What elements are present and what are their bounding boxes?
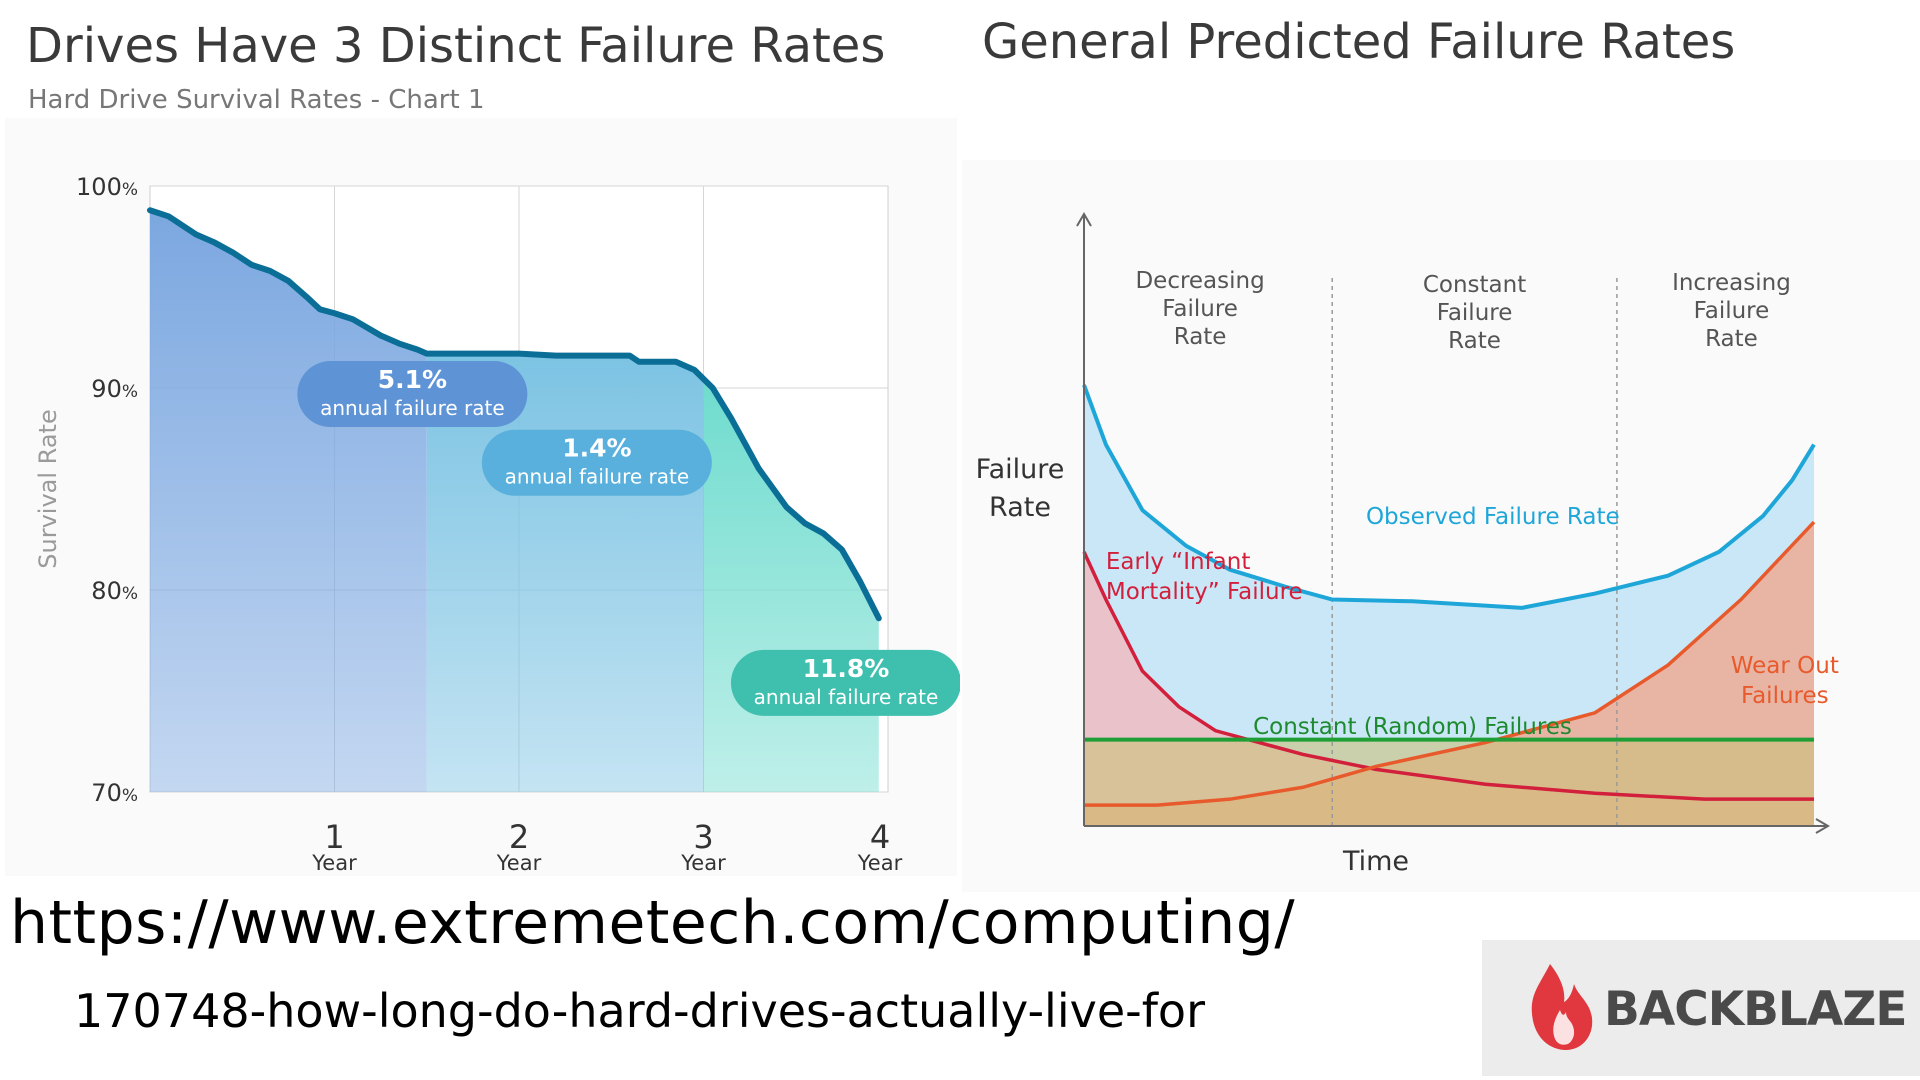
rate-badge-value: 5.1% (378, 365, 447, 394)
phase-label: Rate (1448, 328, 1501, 354)
flame-icon (1531, 964, 1593, 1050)
x-tick-unit: Year (496, 851, 542, 875)
x-tick-unit: Year (680, 851, 726, 875)
survival-region-1 (150, 210, 427, 793)
rate-badge-value: 11.8% (803, 654, 890, 683)
x-tick-number: 1 (324, 818, 344, 856)
infant-curve (1082, 551, 1814, 801)
observed-label: Observed Failure Rate (1366, 504, 1620, 530)
phase-label: Rate (1174, 324, 1227, 350)
phase-label: Failure (1437, 300, 1513, 326)
y-axis-arrow (1076, 212, 1092, 227)
wearout-label: Wear Out (1731, 653, 1839, 679)
x-tick-number: 2 (509, 818, 529, 856)
phase-label: Increasing (1672, 270, 1791, 296)
chart1-ylabel: Survival Rate (34, 409, 62, 568)
infant-label: Early “Infant (1106, 549, 1250, 575)
y-tick-label: 90% (91, 375, 138, 403)
chart2-title: General Predicted Failure Rates (982, 14, 1735, 70)
survival-rate-chart: Drives Have 3 Distinct Failure Rates Hard… (26, 18, 960, 875)
rate-badge-label: annual failure rate (320, 396, 505, 420)
failure-rate-diagram: General Predicted Failure Rates Decreasin… (976, 14, 1839, 877)
y-tick-label: 70% (91, 779, 138, 807)
x-tick-unit: Year (857, 851, 903, 875)
chart1-title: Drives Have 3 Distinct Failure Rates (26, 18, 885, 74)
wearout-curve (1084, 520, 1816, 807)
phase-label: Rate (1705, 326, 1758, 352)
rate-badge (297, 361, 528, 428)
phase-label: Decreasing (1135, 268, 1264, 294)
x-tick-unit: Year (311, 851, 357, 875)
survival-line (147, 207, 882, 622)
wearout-label: Failures (1741, 683, 1829, 709)
y-tick-label: 80% (91, 577, 138, 605)
phase-label: Failure (1162, 296, 1238, 322)
constant-area (1084, 739, 1814, 826)
chart2-ylabel-line2: Rate (989, 492, 1051, 523)
chart2-xlabel: Time (1342, 846, 1409, 877)
rate-badge (481, 429, 712, 496)
phase-label: Failure (1694, 298, 1770, 324)
phase-label: Constant (1423, 272, 1526, 298)
chart2-ylabel-line1: Failure (976, 454, 1065, 485)
logo-text: BACKBLAZE (1604, 982, 1907, 1037)
rate-badge-value: 1.4% (562, 434, 631, 463)
observed-curve (1082, 384, 1816, 610)
infant-label: Mortality” Failure (1106, 579, 1303, 605)
rate-badge-label: annual failure rate (505, 465, 690, 489)
x-tick-number: 3 (693, 818, 713, 856)
source-url-line2[interactable]: 170748-how-long-do-hard-drives-actually-… (74, 984, 1205, 1038)
x-tick-number: 4 (870, 818, 890, 856)
backblaze-logo: BACKBLAZE (1482, 940, 1920, 1076)
x-axis-arrow (1815, 818, 1830, 834)
y-tick-label: 100% (76, 173, 138, 201)
source-url-line1[interactable]: https://www.extremetech.com/computing/ (10, 888, 1296, 958)
constant-label: Constant (Random) Failures (1253, 714, 1572, 740)
rate-badge-label: annual failure rate (754, 685, 939, 709)
chart1-subtitle: Hard Drive Survival Rates - Chart 1 (28, 85, 485, 115)
rate-badge (730, 649, 960, 716)
